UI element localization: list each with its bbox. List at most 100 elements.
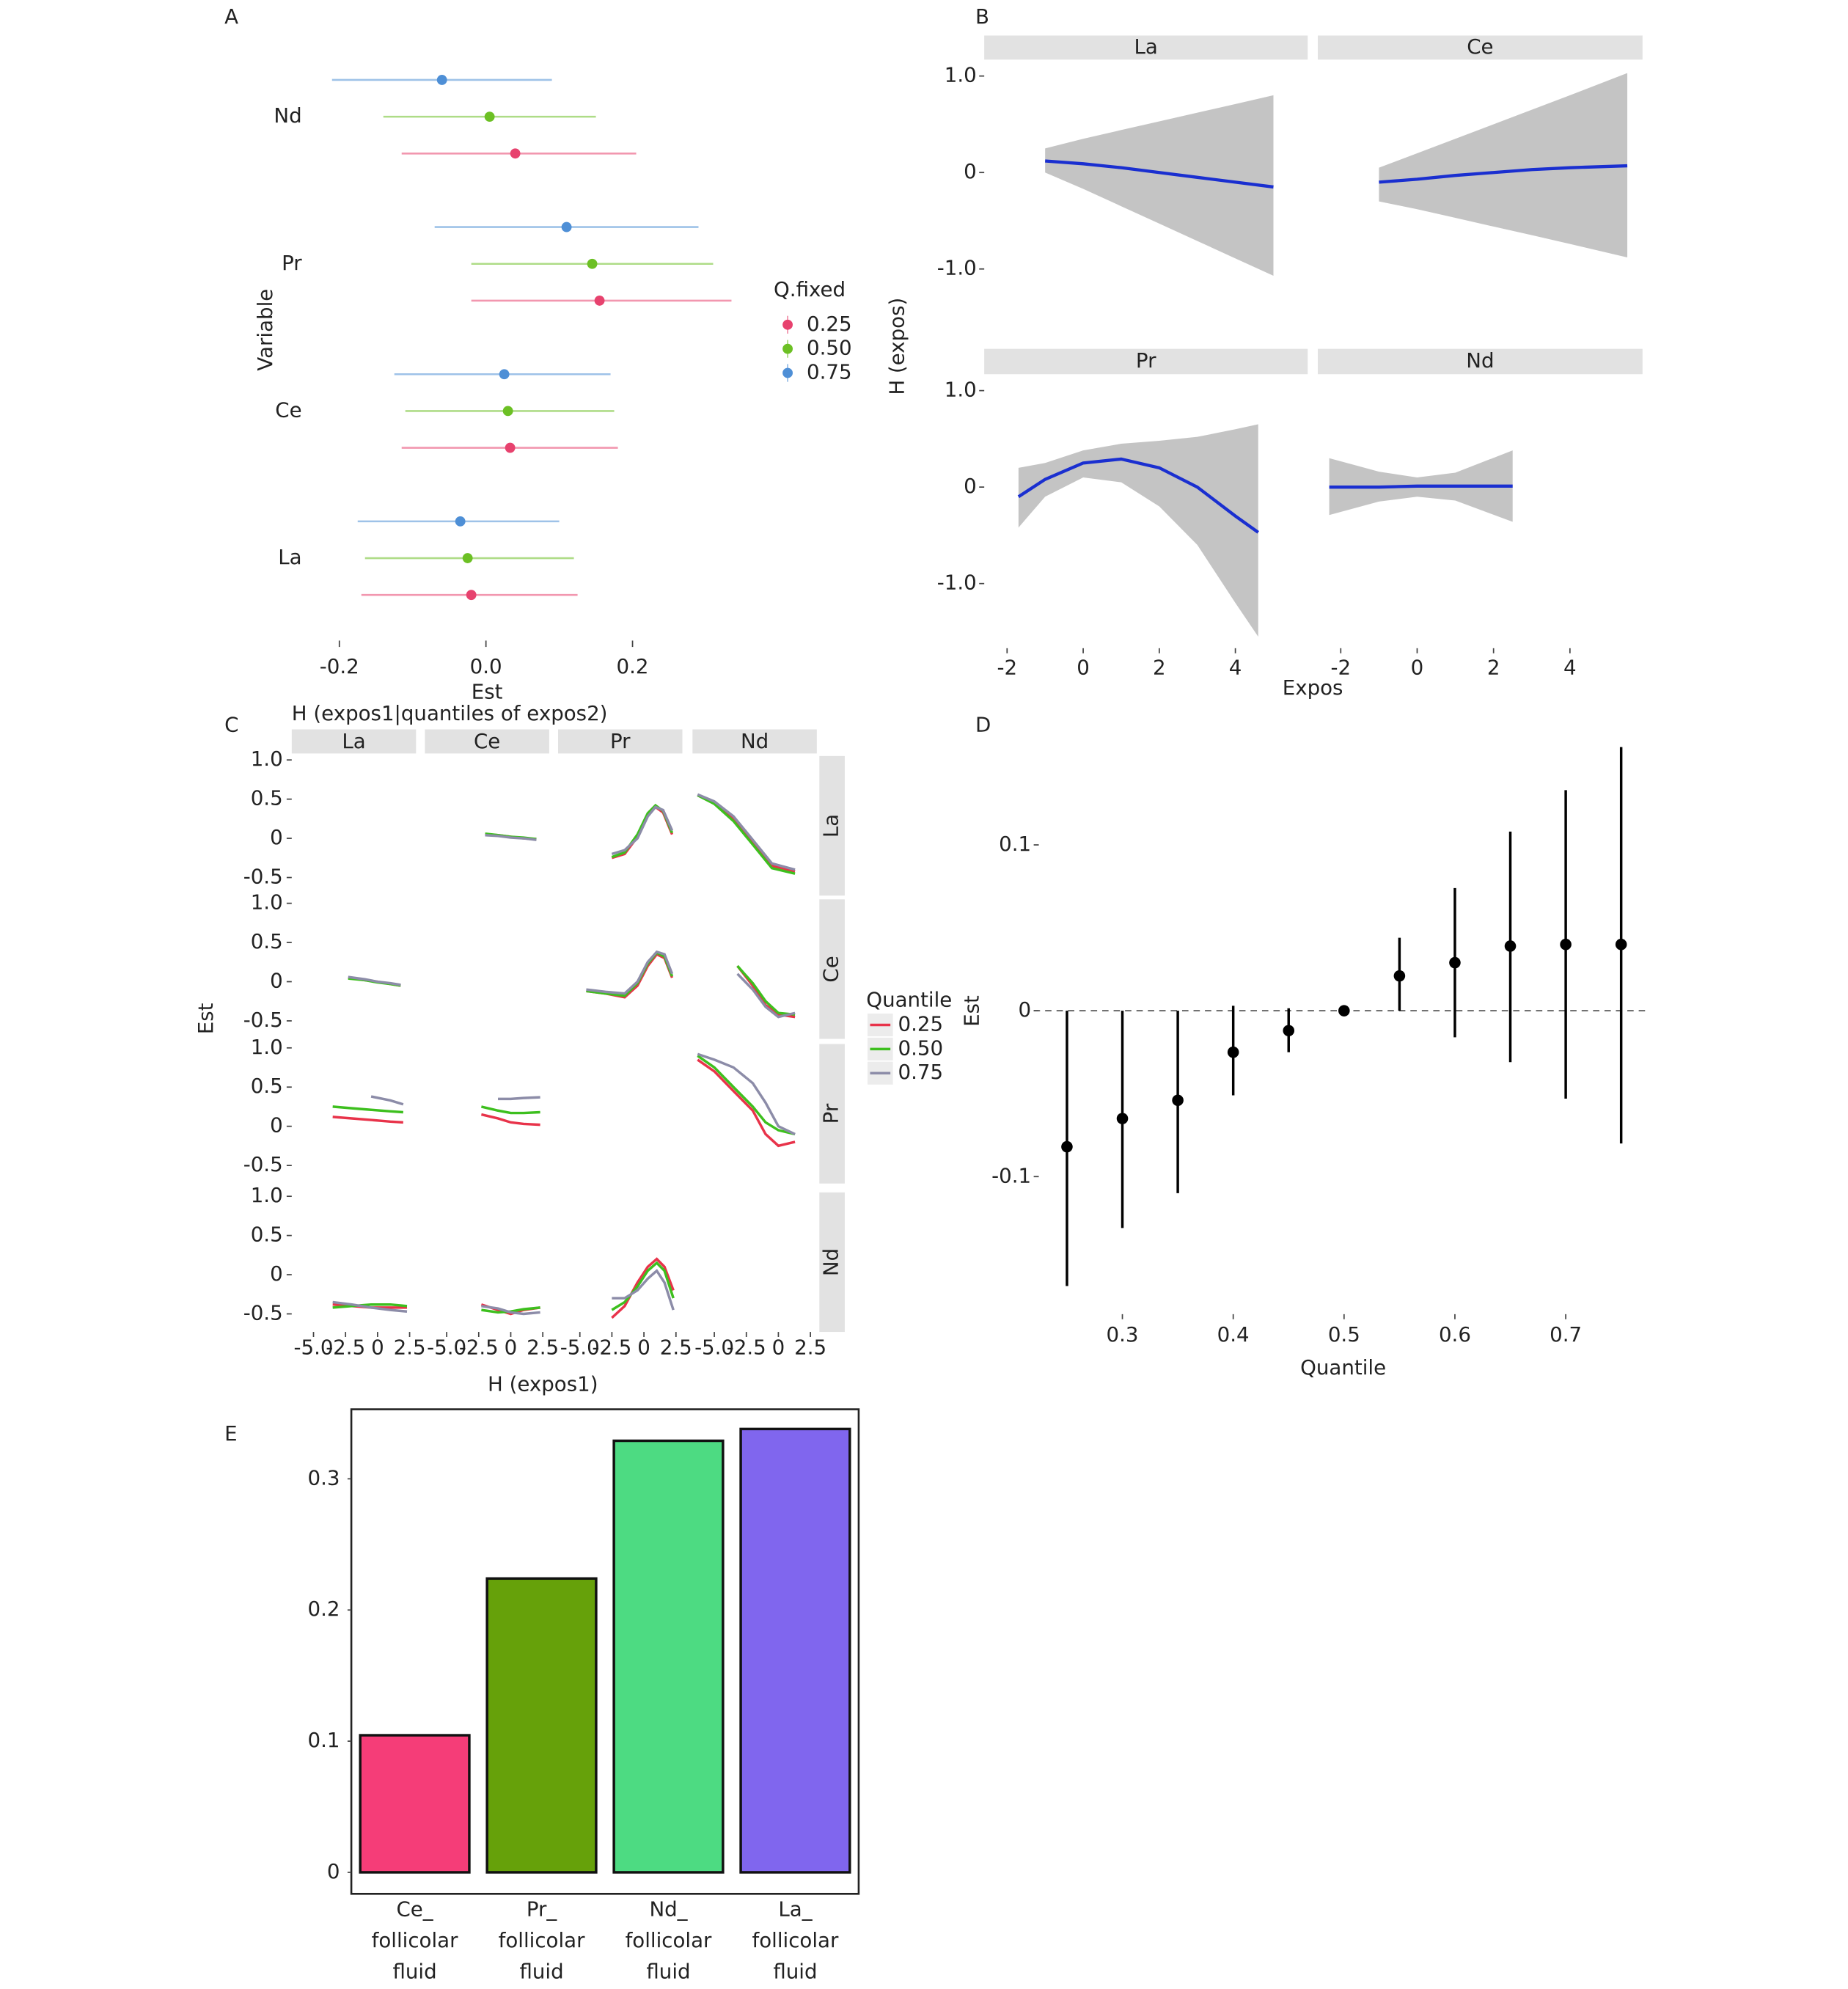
y-tick-label: -0.5 [243, 1300, 283, 1325]
x-tick-label: La_ [778, 1897, 813, 1922]
y-tick-label: -0.5 [243, 1008, 283, 1032]
y-tick-label: 0.1 [308, 1728, 340, 1752]
quantile-line [480, 1105, 540, 1115]
quantile-line [697, 793, 796, 871]
x-tick-label: 0.7 [1550, 1322, 1582, 1347]
x-tick-label: -2 [997, 655, 1017, 679]
point [505, 442, 516, 453]
x-tick-label: 0 [772, 1336, 785, 1360]
y-tick-label: -0.1 [991, 1163, 1031, 1187]
x-tick-label: follicolar [752, 1928, 839, 1952]
point [1504, 940, 1517, 952]
x-tick-label: 0.4 [1217, 1322, 1250, 1347]
x-tick-label: 0.6 [1439, 1322, 1471, 1347]
x-tick-label: -2.5 [326, 1336, 365, 1360]
y-tick-label: Nd [274, 103, 301, 128]
x-tick-label: Pr_ [527, 1897, 558, 1922]
x-tick-label: 0.3 [1107, 1322, 1139, 1347]
x-tick-label: 4 [1229, 655, 1242, 679]
strip [819, 1192, 845, 1333]
panel-letter: A [224, 4, 238, 29]
quantile-line [736, 965, 796, 1019]
x-tick-label: 2 [1153, 655, 1166, 679]
point [1338, 1005, 1350, 1017]
y-tick-label: 0 [327, 1859, 340, 1883]
strip [819, 1044, 845, 1184]
quantile-line [612, 1269, 675, 1311]
legend-label: 0.50 [807, 336, 852, 360]
quantile-line [332, 1300, 408, 1313]
point [502, 406, 513, 417]
strip-label: Nd [1466, 348, 1494, 373]
y-tick-label: 0 [270, 969, 283, 993]
quantile-line [611, 1257, 675, 1319]
x-tick-label: 0 [371, 1336, 384, 1360]
y-tick-label: Ce [275, 398, 301, 422]
y-tick-label: La [278, 545, 301, 569]
legend-label: 0.25 [898, 1012, 944, 1036]
quantile-line [697, 1052, 796, 1135]
y-tick-label: Pr [282, 251, 302, 275]
bar [612, 1439, 725, 1874]
y-tick-label: 0 [964, 474, 977, 498]
x-tick-label: -2.5 [727, 1336, 766, 1360]
strip [819, 899, 845, 1039]
x-tick-label: 2 [1487, 655, 1500, 679]
panel-letter: E [224, 1421, 237, 1446]
quantile-line [480, 1113, 540, 1127]
strip [558, 729, 683, 754]
strip-label: Pr [610, 729, 631, 753]
quantile-line [736, 964, 796, 1017]
quantile-line [348, 975, 401, 986]
strip-label: Nd [819, 1248, 843, 1276]
legend-key [782, 343, 793, 354]
x-tick-label: fluid [519, 1960, 563, 1984]
point [594, 296, 605, 306]
point [455, 516, 466, 527]
point [1449, 956, 1461, 969]
legend-label: 0.50 [898, 1036, 944, 1060]
point [1116, 1113, 1129, 1124]
y-tick-label: 0 [1019, 997, 1032, 1022]
strip [984, 348, 1308, 375]
y-axis-title: Est [194, 1003, 218, 1034]
point [561, 221, 572, 232]
point [499, 369, 510, 380]
legend-title: Quantile [866, 988, 952, 1012]
smooth-line [1045, 159, 1274, 189]
y-tick-label: 0 [270, 1261, 283, 1286]
strip-label: Ce [819, 956, 843, 982]
confidence-band [1045, 95, 1274, 276]
x-axis-title: Quantile [1300, 1355, 1386, 1380]
y-tick-label: 0.5 [251, 1074, 283, 1098]
panel-letter: C [224, 712, 238, 736]
legend-label: 0.75 [898, 1060, 944, 1084]
y-tick-label: -1.0 [937, 256, 977, 280]
x-tick-label: 2.5 [527, 1336, 559, 1360]
y-tick-label: -0.5 [243, 1152, 283, 1176]
quantile-line [611, 1261, 675, 1311]
strip-label: La [1134, 34, 1157, 59]
quantile-line [332, 1105, 403, 1114]
strip [692, 729, 817, 754]
point [1560, 938, 1572, 950]
strip-label: Pr [819, 1103, 843, 1124]
chart-title: H (expos1|quantiles of expos2) [292, 701, 608, 725]
quantile-line [697, 1058, 796, 1148]
bar [739, 1427, 851, 1874]
quantile-line [611, 805, 674, 856]
quantile-line [736, 972, 796, 1019]
point [484, 111, 495, 122]
legend-label: 0.75 [807, 360, 852, 384]
y-tick-label: 0 [270, 1113, 283, 1138]
legend-key [782, 367, 793, 378]
x-tick-label: Ce_ [396, 1897, 433, 1922]
quantile-line [697, 1055, 796, 1136]
confidence-band [1379, 73, 1628, 257]
x-tick-label: 0 [637, 1336, 650, 1360]
x-axis-title: H (expos1) [488, 1372, 598, 1396]
y-tick-label: 0.3 [308, 1465, 340, 1490]
panel-letter: D [975, 712, 991, 736]
x-tick-label: fluid [392, 1960, 436, 1984]
y-tick-label: 1.0 [251, 1183, 283, 1207]
